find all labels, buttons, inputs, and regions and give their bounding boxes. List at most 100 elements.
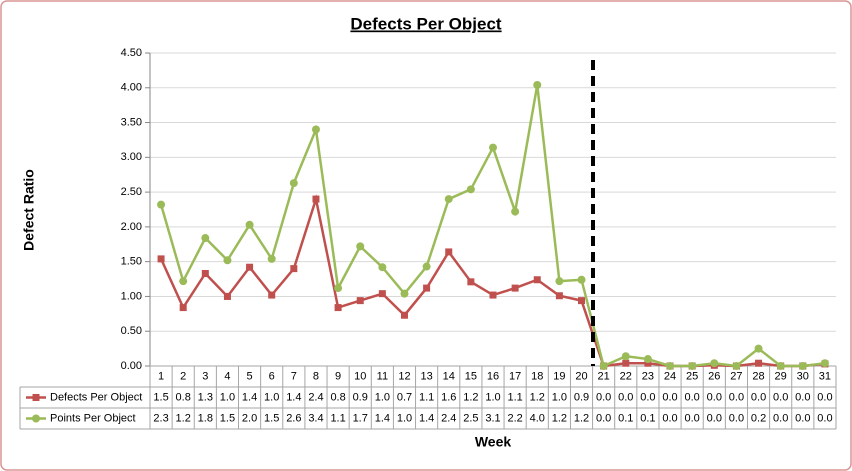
marker (422, 262, 431, 271)
y-tick-label: 0.50 (121, 325, 142, 337)
table-value: 1.3 (198, 391, 213, 403)
marker (555, 277, 564, 286)
x-tick-label: 13 (420, 370, 432, 382)
table-value: 2.4 (308, 391, 323, 403)
table-value: 1.2 (530, 391, 545, 403)
table-value: 0.8 (176, 391, 191, 403)
marker (246, 263, 254, 271)
y-tick-label: 2.50 (121, 186, 142, 198)
marker (622, 359, 630, 367)
table-value: 0.0 (707, 391, 722, 403)
x-tick-label: 20 (575, 370, 587, 382)
table-value: 0.0 (707, 412, 722, 424)
x-tick-label: 21 (598, 370, 610, 382)
table-value: 0.9 (574, 391, 589, 403)
marker (356, 297, 364, 305)
marker (157, 255, 165, 263)
table-value: 1.5 (153, 391, 168, 403)
table-value: 2.5 (463, 412, 478, 424)
y-tick-label: 3.00 (121, 151, 142, 163)
table-value: 0.1 (640, 412, 655, 424)
table-value: 0.0 (685, 412, 700, 424)
x-tick-label: 11 (377, 370, 388, 382)
table-value: 3.4 (308, 412, 323, 424)
marker (489, 291, 497, 299)
table-value: 1.7 (353, 412, 368, 424)
table-value: 1.4 (419, 412, 434, 424)
marker (467, 278, 475, 286)
marker (267, 254, 276, 263)
marker (223, 256, 232, 265)
marker (533, 80, 542, 89)
marker (489, 143, 497, 152)
marker (378, 263, 387, 272)
marker (179, 304, 187, 312)
marker (533, 276, 541, 284)
table-value: 1.5 (264, 412, 279, 424)
x-tick-label: 27 (730, 370, 742, 382)
marker (157, 200, 166, 209)
marker (511, 207, 520, 216)
chart-title: Defects Per Object (350, 14, 502, 33)
marker (643, 355, 652, 364)
table-value: 3.1 (485, 412, 500, 424)
table-value: 2.6 (286, 412, 301, 424)
table-value: 1.1 (419, 391, 434, 403)
marker (289, 179, 298, 188)
table-value: 2.3 (153, 412, 168, 424)
x-tick-label: 24 (664, 370, 676, 382)
table-value: 1.0 (552, 391, 567, 403)
table-value: 0.0 (618, 391, 633, 403)
marker (245, 220, 254, 229)
table-value: 1.4 (375, 412, 390, 424)
table-value: 1.4 (286, 391, 301, 403)
marker (555, 292, 563, 300)
table-value: 0.0 (795, 412, 810, 424)
table-value: 1.0 (397, 412, 412, 424)
table-value: 1.1 (330, 412, 345, 424)
marker (201, 234, 210, 243)
marker (666, 362, 675, 370)
table-value: 1.0 (375, 391, 390, 403)
marker (290, 265, 298, 273)
marker (776, 362, 785, 370)
marker (445, 248, 453, 256)
table-value: 1.8 (198, 412, 213, 424)
x-tick-label: 12 (398, 370, 410, 382)
table-value: 0.0 (640, 391, 655, 403)
y-tick-label: 1.00 (121, 290, 142, 302)
table-value: 1.5 (220, 412, 235, 424)
x-tick-label: 9 (335, 370, 341, 382)
x-tick-label: 5 (247, 370, 253, 382)
marker (334, 304, 342, 312)
table-value: 0.9 (353, 391, 368, 403)
marker (312, 195, 320, 203)
marker (688, 362, 697, 370)
table-value: 0.0 (751, 391, 766, 403)
legend-marker (32, 414, 40, 423)
table-value: 2.2 (507, 412, 522, 424)
y-tick-label: 3.50 (121, 116, 142, 128)
table-value: 0.7 (397, 391, 412, 403)
table-value: 1.2 (574, 412, 589, 424)
marker (798, 362, 807, 370)
marker (400, 289, 409, 298)
marker (710, 359, 719, 368)
table-value: 4.0 (530, 412, 545, 424)
marker (578, 297, 586, 305)
x-tick-label: 28 (752, 370, 764, 382)
y-tick-label: 0.00 (121, 360, 142, 372)
y-tick-label: 2.00 (121, 221, 142, 233)
marker (268, 291, 276, 299)
table-value: 0.8 (330, 391, 345, 403)
y-tick-label: 1.50 (121, 256, 142, 268)
x-axis-label: Week (475, 434, 512, 450)
marker (577, 275, 586, 284)
marker (356, 242, 365, 251)
table-value: 0.0 (596, 391, 611, 403)
table-value: 0.0 (795, 391, 810, 403)
x-tick-label: 31 (819, 370, 831, 382)
table-value: 0.0 (596, 412, 611, 424)
x-tick-label: 23 (642, 370, 654, 382)
